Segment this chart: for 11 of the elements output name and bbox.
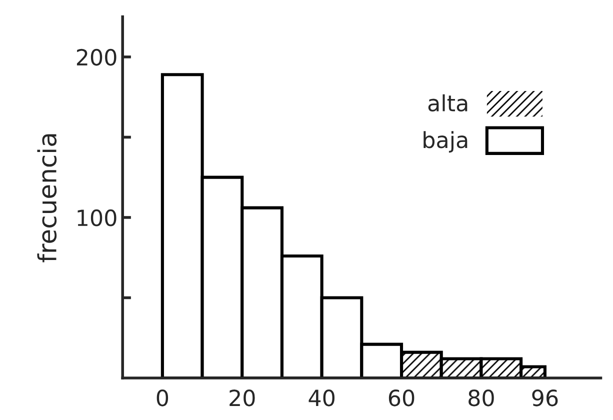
y-axis-title: frecuencia: [37, 134, 57, 262]
x-tick-label: 60: [388, 390, 414, 406]
legend-label: alta: [428, 94, 468, 112]
x-tick-label: 0: [156, 390, 168, 406]
x-tick-label: 96: [532, 390, 558, 406]
x-tick-label: 40: [308, 390, 334, 406]
legend-label: baja: [424, 131, 468, 153]
y-tick-label: 200: [76, 48, 116, 66]
x-tick-label: 80: [468, 390, 494, 406]
y-tick-label: 100: [78, 209, 116, 226]
x-tick-label: 20: [230, 390, 255, 406]
